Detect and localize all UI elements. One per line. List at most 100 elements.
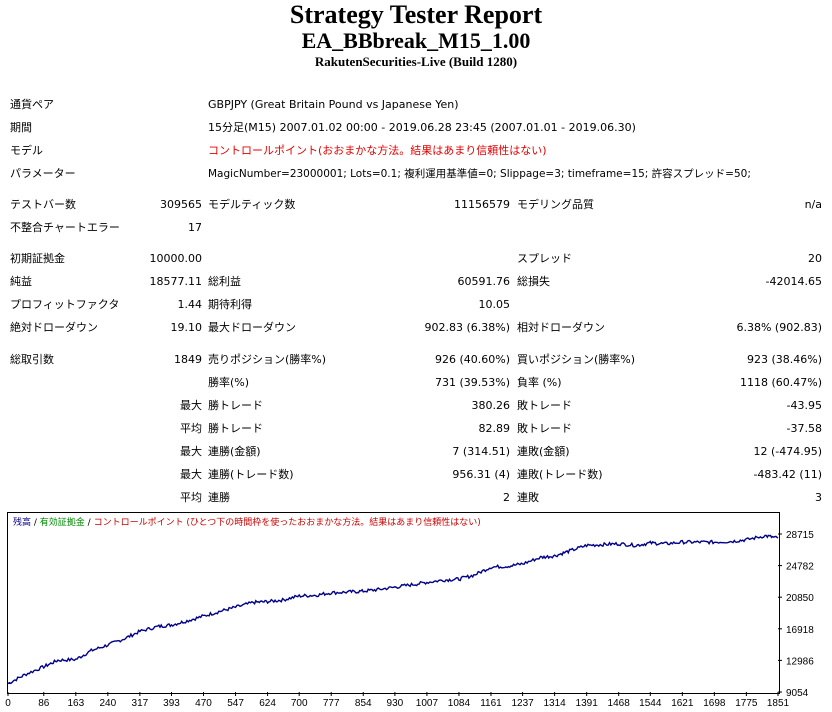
legend-sep-2: / <box>84 518 94 528</box>
rel-dd-value: 6.38% (902.83) <box>736 321 822 334</box>
model-value: コントロールポイント(おおまかな方法。結果はあまり信頼性はない) <box>208 144 547 157</box>
stats-row-bars: テストバー数 309565 モデルティック数 11156579 モデリング品質 … <box>0 197 832 213</box>
largest-loss-label: 敗トレード <box>517 399 572 412</box>
legend-balance: 残高 <box>13 518 32 528</box>
largest-win-label: 勝トレード <box>208 399 263 412</box>
max-prefix-2: 最大 <box>180 468 202 481</box>
abs-dd-value: 19.10 <box>170 321 203 334</box>
x-tick-label: 86 <box>38 698 50 709</box>
pair-value: GBPJPY (Great Britain Pound vs Japanese … <box>208 98 459 111</box>
max-dd-label: 最大ドローダウン <box>208 321 296 334</box>
abs-dd-label: 絶対ドローダウン <box>10 321 98 334</box>
x-tick-label: 1391 <box>576 698 599 709</box>
legend-equity: 有効証拠金 <box>39 518 85 528</box>
cons-wins-cnt-value: 956.31 (4) <box>452 468 510 481</box>
mismatch-label: 不整合チャートエラー <box>10 221 120 234</box>
y-tick-label: 24782 <box>786 562 814 573</box>
stats-row-cons-count: 最大 連勝(トレード数) 956.31 (4) 連敗(トレード数) -483.4… <box>0 467 832 483</box>
quality-label: モデリング品質 <box>517 198 594 211</box>
bars-label: テストバー数 <box>10 198 76 211</box>
balance-chart <box>7 512 780 694</box>
x-tick-label: 393 <box>163 698 180 709</box>
spread-value: 20 <box>808 252 822 265</box>
stats-row-winrate: 勝率(%) 731 (39.53%) 負率 (%) 1118 (60.47%) <box>0 375 832 391</box>
largest-loss-value: -43.95 <box>786 399 822 412</box>
x-tick-label: 1084 <box>448 698 471 709</box>
lossrate-label: 負率 (%) <box>517 376 562 389</box>
winrate-value: 731 (39.53%) <box>434 376 510 389</box>
stats-row-total: 総取引数 1849 売りポジション(勝率%) 926 (40.60%) 買いポジ… <box>0 352 832 368</box>
server-info: RakutenSecurities-Live (Build 1280) <box>314 54 518 69</box>
x-tick-label: 317 <box>132 698 149 709</box>
avg-cons-wins-value: 2 <box>503 491 510 504</box>
x-tick-label: 777 <box>323 698 340 709</box>
x-tick-label: 0 <box>5 698 11 709</box>
x-tick-label: 470 <box>195 698 212 709</box>
y-tick-label: 20850 <box>786 593 814 604</box>
winrate-label: 勝率(%) <box>208 376 250 389</box>
stats-row-avg-cons: 平均 連勝 2 連敗 3 <box>0 490 832 506</box>
settings-row-params: パラメーター MagicNumber=23000001; Lots=0.1; 複… <box>0 166 832 182</box>
cons-loss-cnt-value: -483.42 (11) <box>753 468 822 481</box>
cons-wins-amt-value: 7 (314.51) <box>452 445 510 458</box>
x-tick-label: 1851 <box>767 698 790 709</box>
x-tick-label: 1161 <box>480 698 502 709</box>
deposit-value: 10000.00 <box>149 252 203 265</box>
period-label: 期間 <box>10 121 32 134</box>
largest-prefix: 最大 <box>180 399 202 412</box>
net-value: 18577.11 <box>149 275 203 288</box>
y-tick-label: 12986 <box>786 656 814 667</box>
params-label: パラメーター <box>10 167 76 180</box>
params-value: MagicNumber=23000001; Lots=0.1; 複利運用基準値=… <box>208 168 751 180</box>
x-tick-label: 1775 <box>735 698 758 709</box>
gross-loss-label: 総損失 <box>517 275 550 288</box>
avg-loss-label: 敗トレード <box>517 422 572 435</box>
x-tick-label: 163 <box>67 698 84 709</box>
y-tick-label: 16918 <box>786 625 814 636</box>
expected-label: 期待利得 <box>208 298 252 311</box>
max-prefix-1: 最大 <box>180 445 202 458</box>
pf-label: プロフィットファクタ <box>10 298 120 311</box>
long-label: 買いポジション(勝率%) <box>517 353 636 366</box>
x-tick-label: 1007 <box>416 698 439 709</box>
mismatch-value: 17 <box>188 221 202 234</box>
total-label: 総取引数 <box>10 353 54 366</box>
avg-prefix-2: 平均 <box>180 491 202 504</box>
x-tick-label: 1621 <box>671 698 694 709</box>
ticks-value: 11156579 <box>454 198 510 211</box>
y-tick-label: 28715 <box>786 530 814 541</box>
avg-cons-loss-value: 3 <box>815 491 822 504</box>
x-tick-label: 1468 <box>608 698 631 709</box>
gross-profit-value: 60591.76 <box>457 275 511 288</box>
cons-wins-cnt-label: 連勝(トレード数) <box>208 468 294 481</box>
pf-value: 1.44 <box>177 298 203 311</box>
x-tick-label: 624 <box>259 698 276 709</box>
x-tick-label: 547 <box>227 698 244 709</box>
expected-value: 10.05 <box>478 298 511 311</box>
stats-row-drawdown: 絶対ドローダウン 19.10 最大ドローダウン 902.83 (6.38%) 相… <box>0 320 832 336</box>
stats-row-mismatch: 不整合チャートエラー 17 <box>0 220 832 236</box>
short-label: 売りポジション(勝率%) <box>208 353 327 366</box>
stats-row-pf: プロフィットファクタ 1.44 期待利得 10.05 <box>0 297 832 313</box>
rel-dd-label: 相対ドローダウン <box>517 321 605 334</box>
gross-loss-value: -42014.65 <box>765 275 822 288</box>
model-label: モデル <box>10 144 43 157</box>
net-label: 純益 <box>10 275 32 288</box>
x-tick-label: 700 <box>291 698 308 709</box>
cons-loss-amt-value: 12 (-474.95) <box>753 445 822 458</box>
spread-label: スプレッド <box>517 252 572 265</box>
avg-cons-wins-label: 連勝 <box>208 491 230 504</box>
short-value: 926 (40.60%) <box>434 353 510 366</box>
deposit-label: 初期証拠金 <box>10 252 65 265</box>
x-tick-label: 1698 <box>703 698 726 709</box>
stats-row-largest: 最大 勝トレード 380.26 敗トレード -43.95 <box>0 398 832 414</box>
report-title: Strategy Tester Report <box>289 0 543 29</box>
settings-row-model: モデル コントロールポイント(おおまかな方法。結果はあまり信頼性はない) <box>0 143 832 159</box>
avg-win-label: 勝トレード <box>208 422 263 435</box>
x-tick-label: 1237 <box>511 698 534 709</box>
stats-row-cons-amount: 最大 連勝(金額) 7 (314.51) 連敗(金額) 12 (-474.95) <box>0 444 832 460</box>
settings-row-period: 期間 15分足(M15) 2007.01.02 00:00 - 2019.06.… <box>0 120 832 136</box>
x-tick-label: 1314 <box>543 698 566 709</box>
avg-win-value: 82.89 <box>478 422 511 435</box>
avg-cons-loss-label: 連敗 <box>517 491 539 504</box>
